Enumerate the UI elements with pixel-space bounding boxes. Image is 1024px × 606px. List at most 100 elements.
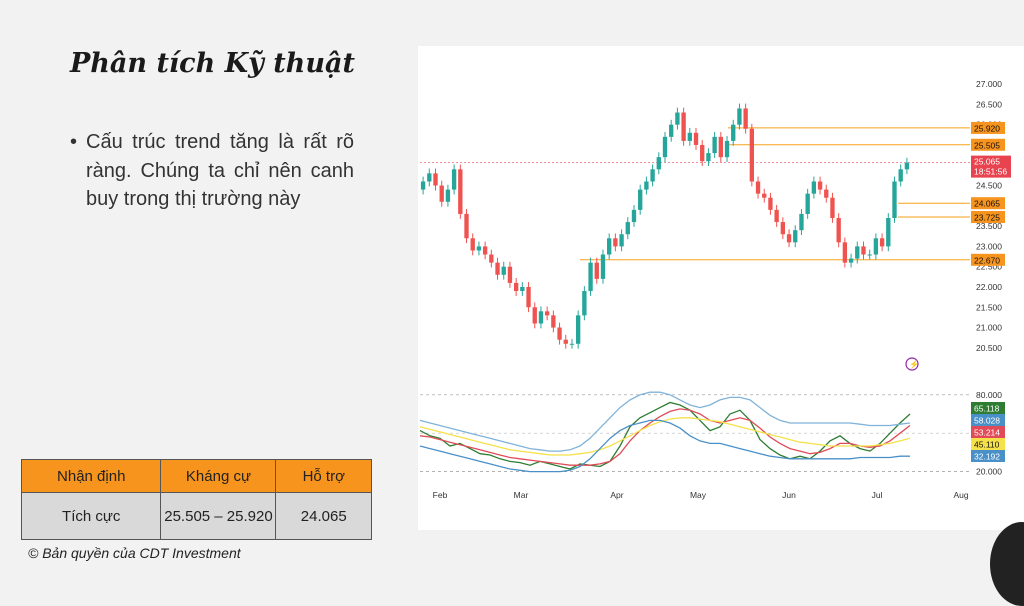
candle-body xyxy=(793,230,798,243)
bullet-point: • Cấu trúc trend tăng là rất rõ ràng. Ch… xyxy=(70,128,354,214)
month-axis-tick: Mar xyxy=(514,490,529,500)
candle-body xyxy=(817,181,823,190)
candle-body xyxy=(544,311,550,316)
candle-body xyxy=(538,311,544,324)
candle-body xyxy=(662,136,668,158)
cell-assessment: Tích cực xyxy=(20,492,162,540)
cell-resistance: 25.505 – 25.920 xyxy=(160,492,277,540)
candle-body xyxy=(600,254,606,279)
candle-body xyxy=(873,238,879,255)
candle-body xyxy=(861,246,866,255)
month-axis-tick: Aug xyxy=(953,490,968,500)
candle-body xyxy=(507,266,513,283)
candle-body xyxy=(774,209,779,223)
cell-support: 24.065 xyxy=(275,492,372,540)
level-label: 22.670 xyxy=(974,255,1000,265)
price-axis-tick: 21.000 xyxy=(976,323,1002,333)
candle-body xyxy=(575,315,581,344)
candle-body xyxy=(638,189,643,210)
candle-body xyxy=(700,144,705,162)
osc-label: 58.028 xyxy=(974,416,1000,426)
candle-body xyxy=(451,169,457,190)
price-axis-tick: 26.500 xyxy=(976,99,1002,109)
candle-body xyxy=(805,193,810,214)
month-axis-tick: Apr xyxy=(610,490,623,500)
osc-label: 53.214 xyxy=(974,428,1000,438)
candle-body xyxy=(811,181,817,194)
candle-body xyxy=(513,282,519,292)
candle-body xyxy=(712,136,717,154)
candle-body xyxy=(867,254,872,256)
current-price-label: 25.065 xyxy=(974,157,1000,167)
header-support: Hỗ trợ xyxy=(275,459,372,493)
level-label: 25.920 xyxy=(974,123,1000,133)
candle-body xyxy=(755,181,761,194)
price-axis-tick: 21.500 xyxy=(976,302,1002,312)
level-label-box xyxy=(971,138,1005,151)
candle-body xyxy=(886,218,891,247)
month-axis-tick: Jun xyxy=(782,490,796,500)
candle-body xyxy=(681,112,686,141)
candle-body xyxy=(644,181,649,190)
candle-body xyxy=(476,246,482,251)
candle-body xyxy=(613,238,618,247)
support-resistance-table: Nhận định Kháng cự Hỗ trợ Tích cực 25.50… xyxy=(20,459,372,540)
candle-body xyxy=(737,108,742,125)
candle-body xyxy=(588,262,593,292)
month-axis-tick: Feb xyxy=(433,490,448,500)
level-label-box xyxy=(971,210,1005,223)
slide-title: Phân tích Kỹ thuật xyxy=(70,48,355,79)
price-axis-tick: 24.500 xyxy=(976,181,1002,191)
candle-body xyxy=(830,197,835,218)
candle-body xyxy=(433,173,438,186)
candle-body xyxy=(706,153,711,162)
current-price-box xyxy=(971,155,1011,178)
header-resistance: Kháng cự xyxy=(160,459,277,493)
candle-body xyxy=(669,124,674,137)
candle-body xyxy=(532,307,537,324)
candle-body xyxy=(526,286,531,308)
level-label: 23.725 xyxy=(974,212,1000,222)
candle-body xyxy=(619,234,624,247)
candle-body xyxy=(768,197,773,210)
corner-decoration xyxy=(990,522,1024,606)
candle-body xyxy=(762,193,767,198)
osc-label-box xyxy=(971,438,1005,450)
candle-body xyxy=(501,266,506,275)
candle-body xyxy=(631,209,637,223)
candle-body xyxy=(743,108,748,129)
candle-body xyxy=(842,242,848,263)
osc-series-line xyxy=(419,417,911,456)
level-label-box xyxy=(971,197,1005,210)
candle-body xyxy=(582,291,587,316)
level-label: 25.505 xyxy=(974,140,1000,150)
candle-body xyxy=(607,238,612,255)
candle-body xyxy=(675,112,680,125)
bullet-text: Cấu trúc trend tăng là rất rõ ràng. Chún… xyxy=(86,131,354,210)
candle-body xyxy=(749,128,755,182)
candle-body xyxy=(470,238,475,251)
chart-svg[interactable]: 27.00026.50026.00025.50025.00024.50024.0… xyxy=(418,46,1024,530)
osc-label-box xyxy=(971,414,1005,426)
countdown-label: 18:51:56 xyxy=(974,167,1007,177)
candle-body xyxy=(898,169,903,182)
candle-body xyxy=(445,189,451,202)
candle-body xyxy=(569,343,575,345)
candle-body xyxy=(458,169,463,214)
copyright-text: © Bản quyền của CDT Investment xyxy=(28,545,241,561)
candle-body xyxy=(650,169,655,182)
osc-label-box xyxy=(971,450,1005,462)
osc-series-line xyxy=(419,419,910,473)
osc-axis-tick: 20.000 xyxy=(976,467,1002,477)
price-chart[interactable]: 27.00026.50026.00025.50025.00024.50024.0… xyxy=(418,46,1024,530)
osc-series-line xyxy=(419,408,911,466)
osc-series-line xyxy=(419,391,911,452)
candle-body xyxy=(557,327,562,340)
price-axis-tick: 27.000 xyxy=(976,79,1002,89)
candle-body xyxy=(879,238,885,247)
osc-label: 32.192 xyxy=(974,452,1000,462)
osc-label-box xyxy=(971,426,1005,438)
price-axis-tick: 23.000 xyxy=(976,241,1002,251)
candle-body xyxy=(594,262,599,279)
candle-body xyxy=(489,254,494,263)
